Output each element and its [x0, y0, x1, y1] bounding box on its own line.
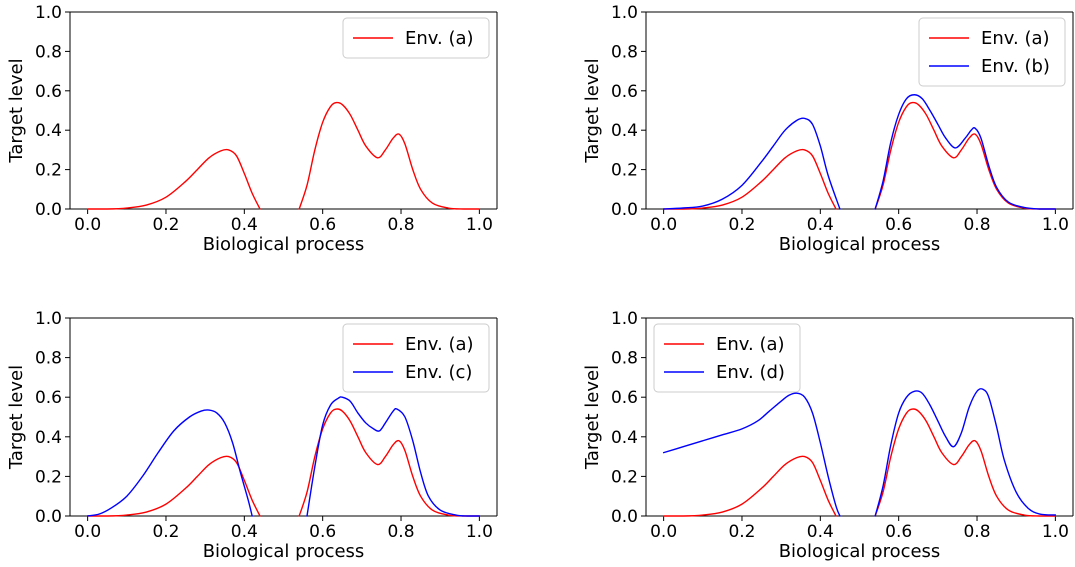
- legend-entry-label: Env. (a): [405, 334, 474, 355]
- legend-entry-label: Env. (d): [716, 362, 785, 383]
- series-line-2-segment-1: [86, 409, 253, 517]
- subplot-1: 0.0 0.2 0.4 0.6 0.8 1.0 0.0 0.2 0.4 0.6 0.8 1.0 Biol…: [6, 3, 498, 255]
- legend-entry-label: Env. (c): [405, 362, 472, 383]
- series-line-1-segment-1: [86, 455, 261, 517]
- y-axis-label: Target level: [582, 58, 603, 163]
- legend-frame: [918, 17, 1066, 87]
- y-tick-label: 1.0: [35, 309, 62, 329]
- x-tick-label: 1.0: [1042, 522, 1069, 542]
- y-tick-label: 0.0: [35, 200, 62, 220]
- y-tick-label: 0.8: [611, 349, 638, 369]
- y-tick-label: 0.2: [35, 161, 62, 181]
- legend: Env. (a): [342, 17, 490, 59]
- x-tick-label: 0.6: [309, 522, 336, 542]
- series-line-2-segment-1: [662, 392, 841, 517]
- y-tick-label: 0.8: [35, 349, 62, 369]
- series-line-1-segment-2: [874, 101, 1057, 210]
- y-tick-label: 1.0: [35, 3, 62, 23]
- legend: Env. (a) Env. (b): [918, 17, 1066, 87]
- series-line-2-segment-2: [874, 94, 1057, 210]
- series-line-1-segment-1: [662, 455, 837, 517]
- x-tick-label: 0.6: [885, 215, 912, 235]
- series-line-1-segment-2: [298, 408, 481, 517]
- y-tick-label: 0.0: [35, 507, 62, 527]
- legend-entry-label: Env. (b): [981, 56, 1050, 77]
- x-tick-label: 0.2: [728, 522, 755, 542]
- x-tick-label: 0.2: [152, 522, 179, 542]
- x-tick-label: 0.6: [309, 215, 336, 235]
- x-tick-label: 0.2: [728, 215, 755, 235]
- y-tick-label: 0.4: [35, 428, 62, 448]
- series-line-2-segment-1: [662, 117, 841, 210]
- series-line-1-segment-1: [86, 148, 261, 210]
- x-axis-label: Biological process: [203, 234, 365, 255]
- x-tick-label: 1.0: [466, 522, 493, 542]
- x-tick-label: 0.2: [152, 215, 179, 235]
- series-line-1-segment-2: [874, 408, 1057, 517]
- legend-frame: [342, 323, 490, 393]
- y-axis-label: Target level: [582, 365, 603, 470]
- legend: Env. (a) Env. (c): [342, 323, 490, 393]
- y-tick-label: 0.6: [35, 388, 62, 408]
- x-tick-label: 0.4: [231, 522, 258, 542]
- y-tick-label: 0.8: [611, 42, 638, 62]
- x-tick-label: 0.0: [650, 215, 677, 235]
- x-tick-label: 0.6: [885, 522, 912, 542]
- y-tick-label: 0.8: [35, 42, 62, 62]
- y-tick-label: 0.4: [35, 121, 62, 141]
- y-tick-label: 0.6: [611, 82, 638, 102]
- y-tick-label: 0.2: [35, 467, 62, 487]
- series-line-2-segment-2: [306, 396, 481, 517]
- x-tick-label: 0.8: [963, 522, 990, 542]
- legend-entry-label: Env. (a): [405, 28, 474, 49]
- series-line-1-segment-1: [662, 148, 837, 210]
- subplot-2: 0.0 0.2 0.4 0.6 0.8 1.0 0.0 0.2 0.4 0.6 0.8 1.0 Biol…: [582, 3, 1074, 255]
- x-tick-label: 1.0: [466, 215, 493, 235]
- y-tick-label: 0.0: [611, 200, 638, 220]
- x-tick-label: 0.4: [231, 215, 258, 235]
- x-tick-label: 0.8: [387, 215, 414, 235]
- series-line-2-segment-2: [874, 387, 1057, 517]
- x-axis-label: Biological process: [779, 234, 941, 255]
- y-tick-label: 0.4: [611, 428, 638, 448]
- subplot-4: 0.0 0.2 0.4 0.6 0.8 1.0 0.0 0.2 0.4 0.6 0.8 1.0 Biol…: [582, 309, 1074, 562]
- x-tick-label: 0.4: [807, 522, 834, 542]
- legend-entry-label: Env. (a): [981, 28, 1050, 49]
- x-tick-label: 0.0: [650, 522, 677, 542]
- y-tick-label: 0.6: [35, 82, 62, 102]
- x-tick-label: 1.0: [1042, 215, 1069, 235]
- y-tick-label: 1.0: [611, 309, 638, 329]
- x-axis-label: Biological process: [203, 541, 365, 562]
- x-tick-label: 0.4: [807, 215, 834, 235]
- x-tick-label: 0.8: [963, 215, 990, 235]
- x-tick-label: 0.0: [74, 522, 101, 542]
- legend-frame: [342, 17, 490, 59]
- y-axis-label: Target level: [6, 365, 27, 470]
- series-line-1-segment-2: [298, 101, 481, 210]
- x-tick-label: 0.0: [74, 215, 101, 235]
- subplot-3: 0.0 0.2 0.4 0.6 0.8 1.0 0.0 0.2 0.4 0.6 0.8 1.0 Biol…: [6, 309, 498, 562]
- y-axis-label: Target level: [6, 58, 27, 163]
- x-axis-label: Biological process: [779, 541, 941, 562]
- y-tick-label: 0.0: [611, 507, 638, 527]
- legend: Env. (a) Env. (d): [653, 323, 801, 393]
- y-tick-label: 1.0: [611, 3, 638, 23]
- y-tick-label: 0.2: [611, 467, 638, 487]
- x-tick-label: 0.8: [387, 522, 414, 542]
- y-tick-label: 0.4: [611, 121, 638, 141]
- legend-entry-label: Env. (a): [716, 334, 785, 355]
- legend-frame: [653, 323, 801, 393]
- y-tick-label: 0.2: [611, 161, 638, 181]
- y-tick-label: 0.6: [611, 388, 638, 408]
